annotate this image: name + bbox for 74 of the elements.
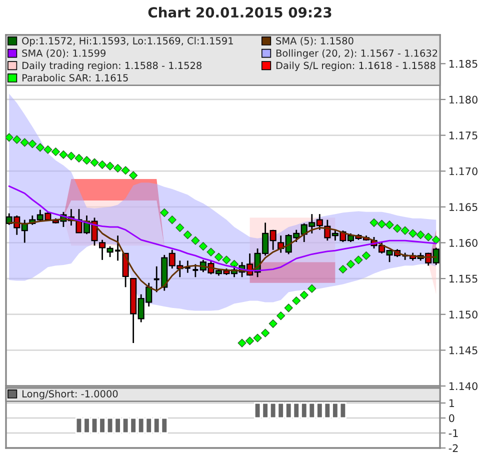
y-tick-label: 1.170 <box>449 167 478 176</box>
point <box>268 319 278 328</box>
y-tick-label: 1.140 <box>449 382 478 390</box>
point <box>292 296 301 306</box>
point <box>176 223 184 232</box>
point <box>408 229 418 238</box>
point <box>114 164 122 173</box>
y-tick-label: 1.145 <box>449 346 478 354</box>
point <box>129 171 138 180</box>
point <box>206 248 216 256</box>
point <box>6 133 14 142</box>
point <box>191 236 200 245</box>
point <box>308 284 316 293</box>
point <box>51 147 60 156</box>
legend-label: Long/Short: -1.0000 <box>22 390 118 400</box>
point <box>385 220 394 230</box>
point <box>168 216 176 224</box>
point <box>160 208 169 217</box>
point <box>238 338 246 348</box>
y-tick-label: 1.185 <box>449 60 478 68</box>
point <box>354 256 363 264</box>
y-tick-label: 1.180 <box>449 96 478 104</box>
point <box>59 150 68 159</box>
candlestick <box>192 264 200 278</box>
y-tick-label: -1 <box>448 429 458 437</box>
point <box>214 252 224 262</box>
legend-label: Op:1.1572, Hi:1.1593, Lo:1.1569, Cl:1.1591 <box>22 36 233 46</box>
legend-label: Parabolic SAR: 1.1615 <box>22 74 128 82</box>
point <box>106 162 114 170</box>
y-tick-label: 1.160 <box>449 238 478 247</box>
point <box>28 140 37 148</box>
legend-label: Daily S/L region: 1.1618 - 1.1588 <box>276 62 436 72</box>
point <box>44 145 52 154</box>
point <box>393 224 402 233</box>
point <box>198 242 208 251</box>
point <box>284 304 293 312</box>
legend-label: Daily trading region: 1.1588 - 1.1528 <box>22 62 202 72</box>
point <box>82 156 92 165</box>
point <box>370 218 378 227</box>
legend-label: SMA (20): 1.1599 <box>22 49 106 58</box>
point <box>74 154 84 162</box>
point <box>36 143 44 152</box>
point <box>66 152 76 160</box>
y-tick-label: 1.150 <box>449 310 478 318</box>
point <box>377 220 386 228</box>
point <box>416 230 425 240</box>
point <box>346 260 355 269</box>
point <box>276 312 286 320</box>
y-tick-label: 1.155 <box>449 274 478 283</box>
y-tick-label: 1 <box>449 399 454 407</box>
y-tick-label: 1.165 <box>449 203 478 212</box>
point <box>12 135 22 144</box>
chart-title: Chart 20.01.2015 09:23 <box>148 6 332 18</box>
point <box>246 336 254 346</box>
point <box>121 166 130 175</box>
point <box>20 138 29 147</box>
candlestick <box>184 260 192 274</box>
point <box>261 328 270 338</box>
point <box>432 236 440 244</box>
point <box>98 160 107 169</box>
y-tick-label: 0 <box>449 414 454 422</box>
point <box>222 256 231 264</box>
point <box>338 264 348 274</box>
point <box>300 290 308 300</box>
point <box>400 226 410 235</box>
point <box>90 158 99 167</box>
point <box>253 334 262 342</box>
point <box>183 230 192 240</box>
y-tick-label: 1.175 <box>449 132 478 140</box>
y-tick-label: -2 <box>448 444 458 452</box>
legend-label: SMA (5): 1.1580 <box>276 36 354 46</box>
point <box>424 232 433 242</box>
legend-label: Bollinger (20, 2): 1.1567 - 1.1632 <box>276 49 438 59</box>
point <box>362 251 371 260</box>
